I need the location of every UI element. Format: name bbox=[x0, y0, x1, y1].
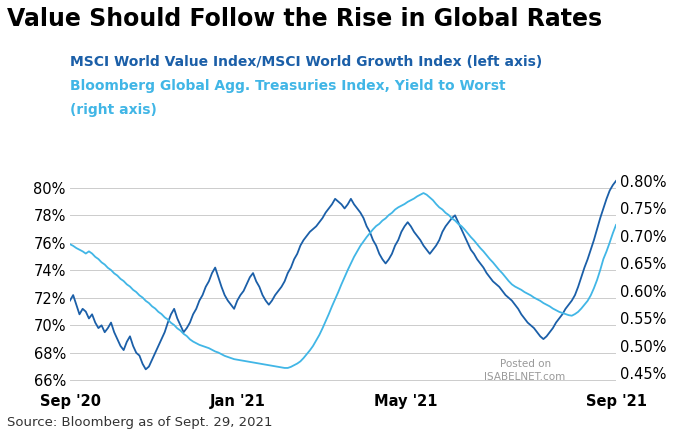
Text: Bloomberg Global Agg. Treasuries Index, Yield to Worst: Bloomberg Global Agg. Treasuries Index, … bbox=[70, 79, 505, 93]
Text: Posted on: Posted on bbox=[500, 359, 552, 369]
Text: MSCI World Value Index/MSCI World Growth Index (left axis): MSCI World Value Index/MSCI World Growth… bbox=[70, 55, 542, 69]
Text: Source: Bloomberg as of Sept. 29, 2021: Source: Bloomberg as of Sept. 29, 2021 bbox=[7, 416, 272, 429]
Text: (right axis): (right axis) bbox=[70, 103, 157, 117]
Text: Value Should Follow the Rise in Global Rates: Value Should Follow the Rise in Global R… bbox=[7, 7, 602, 31]
Text: ISABELNET.com: ISABELNET.com bbox=[484, 372, 566, 382]
